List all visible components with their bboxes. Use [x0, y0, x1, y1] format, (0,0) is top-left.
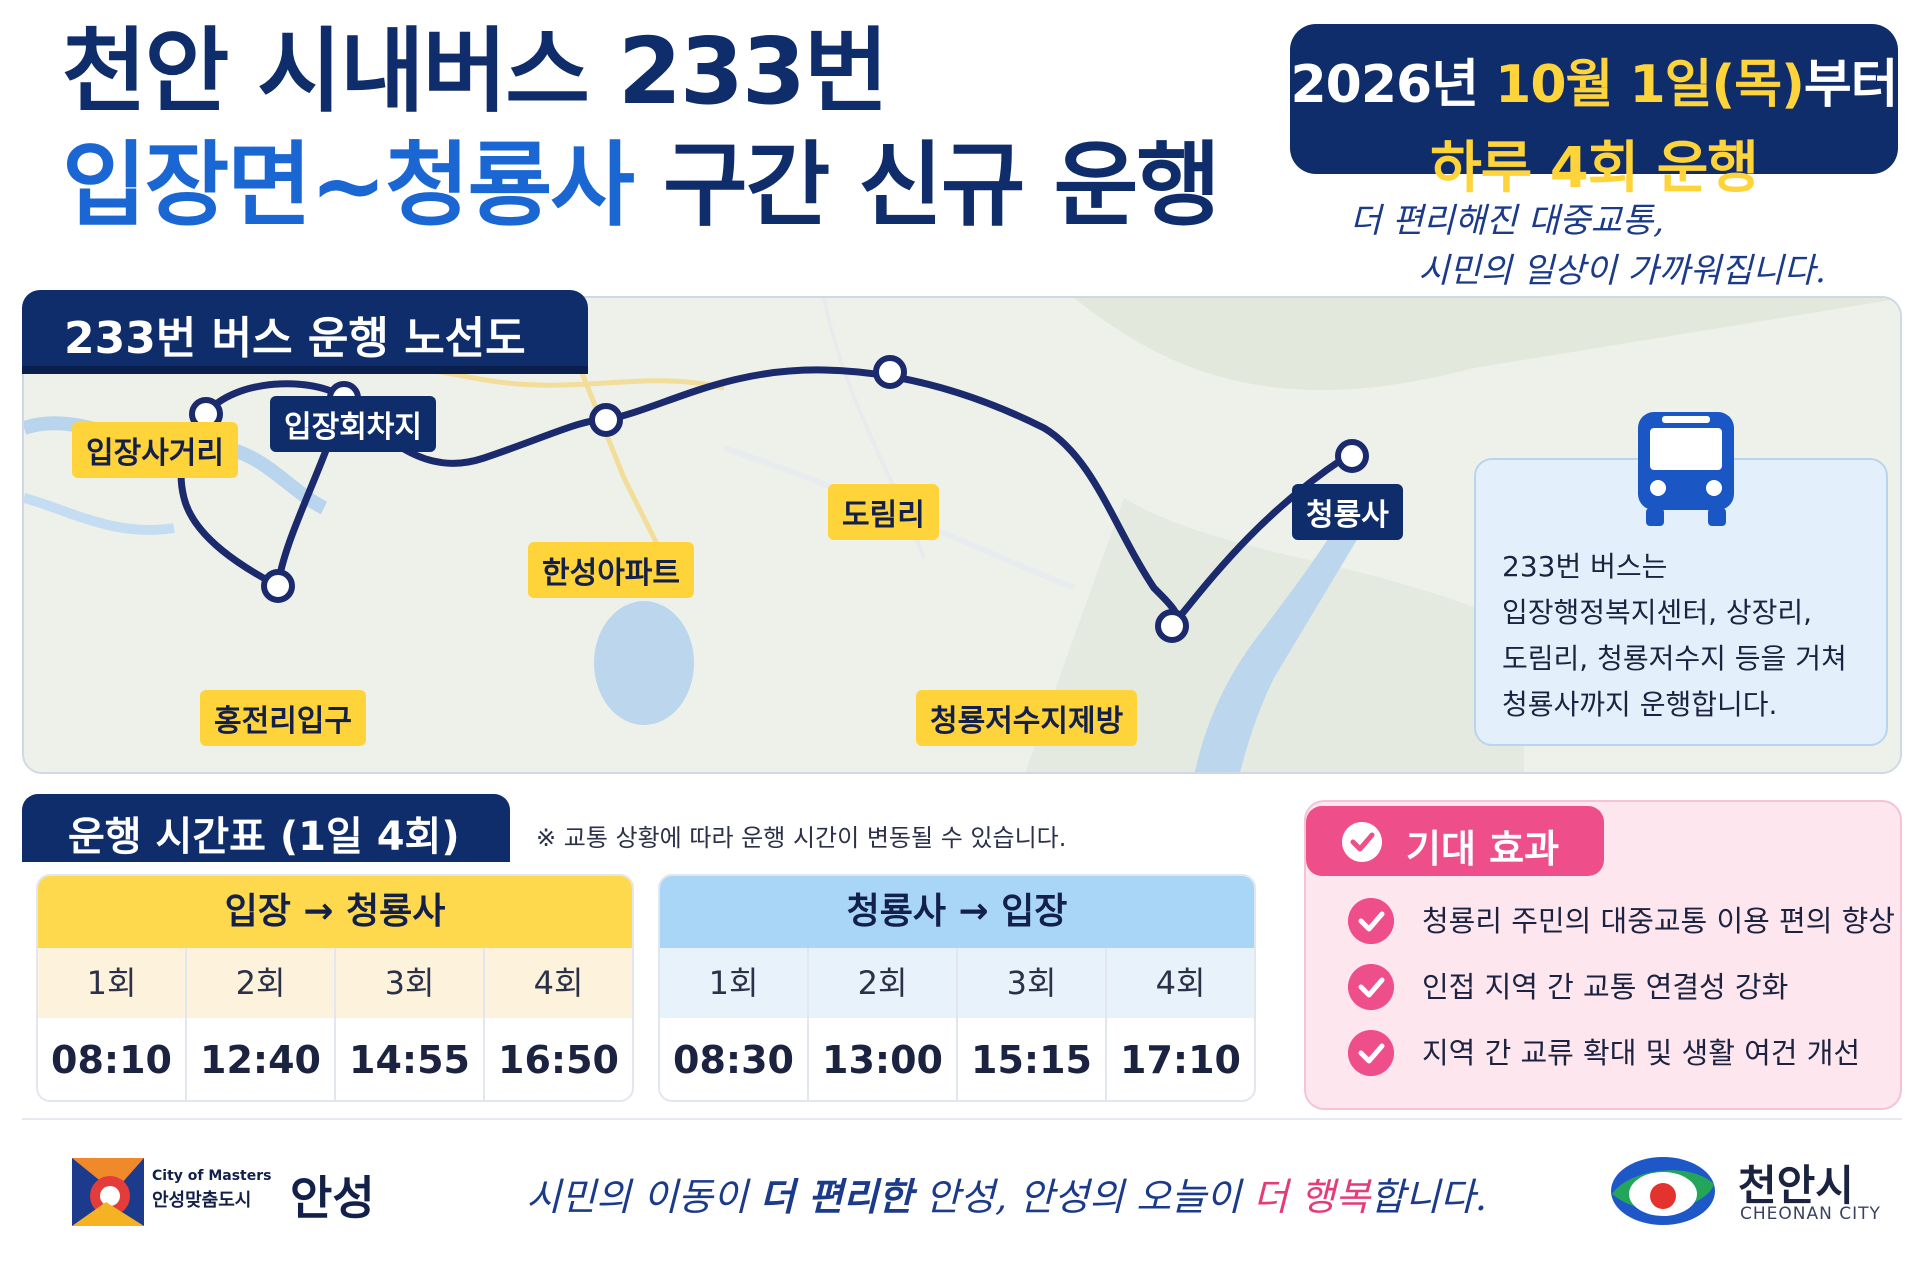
timetable-inbound: 청룡사 → 입장 1회 2회 3회 4회 08:30 13:00 15:15 1… [658, 874, 1256, 1102]
departure-time: 17:10 [1120, 1038, 1241, 1082]
departure-time: 12:40 [187, 1018, 336, 1100]
timetable-run-row: 1회 2회 3회 4회 [38, 948, 632, 1018]
route-info-line: 233번 버스는 [1502, 550, 1668, 583]
anseong-logo-icon [72, 1158, 144, 1226]
run-label: 3회 [958, 948, 1107, 1018]
stop-marker-hongjeonri [261, 569, 295, 603]
start-date: 10월 1일(목) [1495, 55, 1805, 115]
footer-slogan-happy: 더 행복 [1253, 1175, 1371, 1219]
header-slogan: 더 편리해진 대중교통, 시민의 일상이 가까워집니다. [1350, 196, 1826, 296]
timetable-direction: 입장 → 청룡사 [38, 876, 632, 948]
anseong-tagline-en: City of Masters [152, 1168, 272, 1184]
cheonan-name-en: CHEONAN CITY [1740, 1204, 1881, 1224]
footer-divider [22, 1118, 1902, 1120]
effect-text: 인접 지역 간 교통 연결성 강화 [1422, 970, 1789, 1004]
stop-marker-hanseong-apt [589, 403, 623, 437]
anseong-name: 안성 [290, 1171, 375, 1225]
title-line-2: 입장면~청룡사 구간 신규 운행 [62, 140, 1221, 232]
page-title: 천안 시내버스 233번 입장면~청룡사 구간 신규 운행 [62, 18, 1221, 232]
footer-slogan-part: 합니다. [1370, 1175, 1488, 1219]
run-label: 1회 [38, 948, 187, 1018]
stop-label-hanseong-apt: 한성아파트 [528, 542, 694, 598]
departure-time: 15:15 [958, 1018, 1107, 1100]
check-icon [1348, 898, 1394, 944]
departure-time: 16:50 [498, 1038, 619, 1082]
daily-frequency: 하루 4회 운행 [1430, 136, 1759, 201]
run-label: 2회 [809, 948, 958, 1018]
timetable-direction: 청룡사 → 입장 [660, 876, 1254, 948]
timetable-run-row: 1회 2회 3회 4회 [660, 948, 1254, 1018]
expected-effects-title: 기대 효과 [1306, 806, 1604, 876]
route-line [177, 355, 1369, 643]
route-info-line: 청룡사까지 운행합니다. [1502, 688, 1778, 721]
title-new-service: 구간 신규 운행 [632, 132, 1221, 239]
stop-label-cheongryongsa: 청룡사 [1292, 484, 1403, 540]
departure-time: 08:30 [660, 1018, 809, 1100]
footer-slogan-highlight: 더 편리한 [759, 1174, 913, 1219]
footer-slogan-part: 안성, 안성의 오늘이 [913, 1175, 1254, 1219]
footer-slogan-part: 시민의 이동이 [526, 1175, 760, 1219]
check-icon [1348, 1030, 1394, 1076]
stop-marker-cheongryongsa [1335, 439, 1369, 473]
timetable-outbound: 입장 → 청룡사 1회 2회 3회 4회 08:10 12:40 14:55 1… [36, 874, 634, 1102]
run-label: 3회 [336, 948, 485, 1018]
start-date-line: 2026년 10월 1일(목)부터 [1290, 42, 1898, 117]
effect-item: 지역 간 교류 확대 및 생활 여건 개선 [1348, 1030, 1860, 1076]
departure-time: 08:10 [38, 1018, 187, 1100]
route-info-line: 도림리, 청룡저수지 등을 거쳐 [1502, 642, 1847, 675]
timetable-time-row: 08:30 13:00 15:15 17:10 [660, 1018, 1254, 1100]
effect-text: 지역 간 교류 확대 및 생활 여건 개선 [1422, 1036, 1861, 1070]
departure-time: 13:00 [809, 1018, 958, 1100]
cheonan-logo-icon [1611, 1157, 1715, 1225]
stop-marker-dorimri [873, 355, 907, 389]
route-info-line: 입장행정복지센터, 상장리, [1502, 596, 1813, 629]
stop-marker-cheongryong-dam [1155, 609, 1189, 643]
stop-label-dorimri: 도림리 [828, 484, 939, 540]
cheonan-name: 천안시 [1738, 1161, 1854, 1210]
map-section-title: 233번 버스 운행 노선도 [22, 290, 588, 374]
timetable-time-row: 08:10 12:40 14:55 16:50 [38, 1018, 632, 1100]
title-route-segment: 입장면~청룡사 [62, 132, 635, 239]
check-icon [1348, 964, 1394, 1010]
run-label: 4회 [533, 964, 584, 1002]
effect-item: 청룡리 주민의 대중교통 이용 편의 향상 [1348, 898, 1895, 944]
run-label: 4회 [1155, 964, 1206, 1002]
check-circle-icon [1342, 822, 1382, 862]
slogan-line-2: 시민의 일상이 가까워집니다. [1418, 251, 1826, 291]
effects-title-text: 기대 효과 [1406, 827, 1560, 871]
start-date-badge: 2026년 10월 1일(목)부터 하루 4회 운행 [1290, 24, 1899, 201]
run-label: 1회 [660, 948, 809, 1018]
slogan-line-1: 더 편리해진 대중교통, [1350, 201, 1664, 241]
effect-item: 인접 지역 간 교통 연결성 강화 [1348, 964, 1788, 1010]
departure-time: 14:55 [336, 1018, 485, 1100]
title-line-1: 천안 시내버스 233번 [62, 18, 889, 125]
run-label: 2회 [187, 948, 336, 1018]
start-year: 2026년 [1290, 55, 1496, 115]
stop-label-hongjeonri: 홍전리입구 [200, 690, 366, 746]
start-suffix: 부터 [1803, 55, 1899, 115]
stop-label-ipjang-sageori: 입장사거리 [72, 422, 238, 478]
effect-text: 청룡리 주민의 대중교통 이용 편의 향상 [1422, 904, 1895, 938]
footer-slogan: 시민의 이동이 더 편리한 안성, 안성의 오늘이 더 행복합니다. [526, 1166, 1487, 1221]
anseong-tagline-ko: 안성맞춤도시 [152, 1190, 252, 1211]
timetable-section-title: 운행 시간표 (1일 4회) [22, 794, 510, 862]
timetable-note: ※ 교통 상황에 따라 운행 시간이 변동될 수 있습니다. [536, 824, 1067, 852]
stop-label-cheongryong-dam: 청룡저수지제방 [916, 690, 1138, 746]
stop-label-ipjang-hoechaji: 입장회차지 [270, 396, 436, 452]
bus-icon [1638, 412, 1734, 526]
